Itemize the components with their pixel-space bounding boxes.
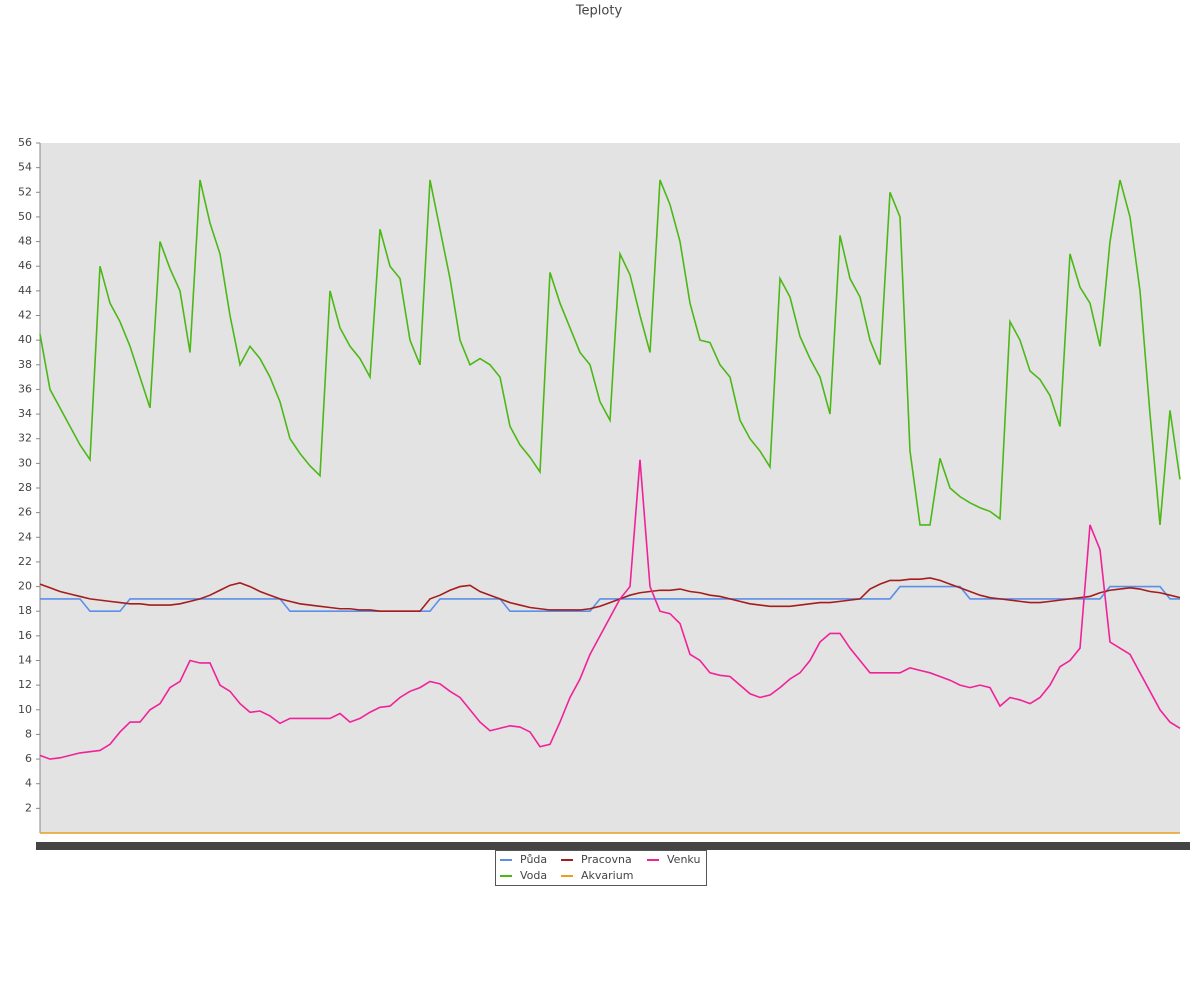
line-series — [39, 459, 1181, 760]
legend — [495, 850, 707, 886]
y-tick-label: 16 — [18, 629, 32, 642]
y-tick-label: 4 — [25, 777, 32, 790]
y-tick-label: 52 — [18, 185, 32, 198]
line-series — [39, 577, 1181, 613]
y-tick-label: 30 — [18, 456, 32, 469]
y-tick-label: 34 — [18, 407, 32, 420]
chart-title: Teploty — [575, 4, 623, 19]
y-tick-label: 20 — [18, 580, 32, 593]
y-tick-label: 10 — [18, 703, 32, 716]
y-tick-label: 26 — [18, 506, 32, 519]
y-tick-label: 18 — [18, 604, 32, 617]
y-tick-label: 38 — [18, 358, 32, 371]
y-tick-label: 28 — [18, 481, 32, 494]
y-tick-label: 44 — [18, 284, 32, 297]
legend-label: Venku — [667, 853, 700, 866]
y-tick-label: 2 — [25, 801, 32, 814]
y-tick-label: 56 — [18, 136, 32, 149]
y-tick-label: 42 — [18, 309, 32, 322]
line-series — [40, 585, 1180, 613]
legend-label: Pracovna — [581, 853, 632, 866]
legend-label: Půda — [520, 853, 547, 866]
legend-label: Akvarium — [581, 869, 633, 882]
y-tick-label: 48 — [18, 235, 32, 248]
line-series — [39, 179, 1181, 526]
y-tick-label: 40 — [18, 333, 32, 346]
y-tick-label: 14 — [18, 654, 32, 667]
legend-label: Voda — [520, 869, 547, 882]
y-tick-label: 22 — [18, 555, 32, 568]
y-tick-label: 32 — [18, 432, 32, 445]
y-tick-label: 46 — [18, 259, 32, 272]
y-tick-label: 8 — [25, 727, 32, 740]
plot-area — [40, 143, 1180, 833]
y-tick-label: 24 — [18, 530, 32, 543]
x-tick-labels-overlap — [36, 842, 1190, 850]
y-tick-label: 6 — [25, 752, 32, 765]
y-tick-label: 36 — [18, 382, 32, 395]
y-tick-label: 12 — [18, 678, 32, 691]
y-tick-label: 54 — [18, 161, 32, 174]
y-tick-label: 50 — [18, 210, 32, 223]
